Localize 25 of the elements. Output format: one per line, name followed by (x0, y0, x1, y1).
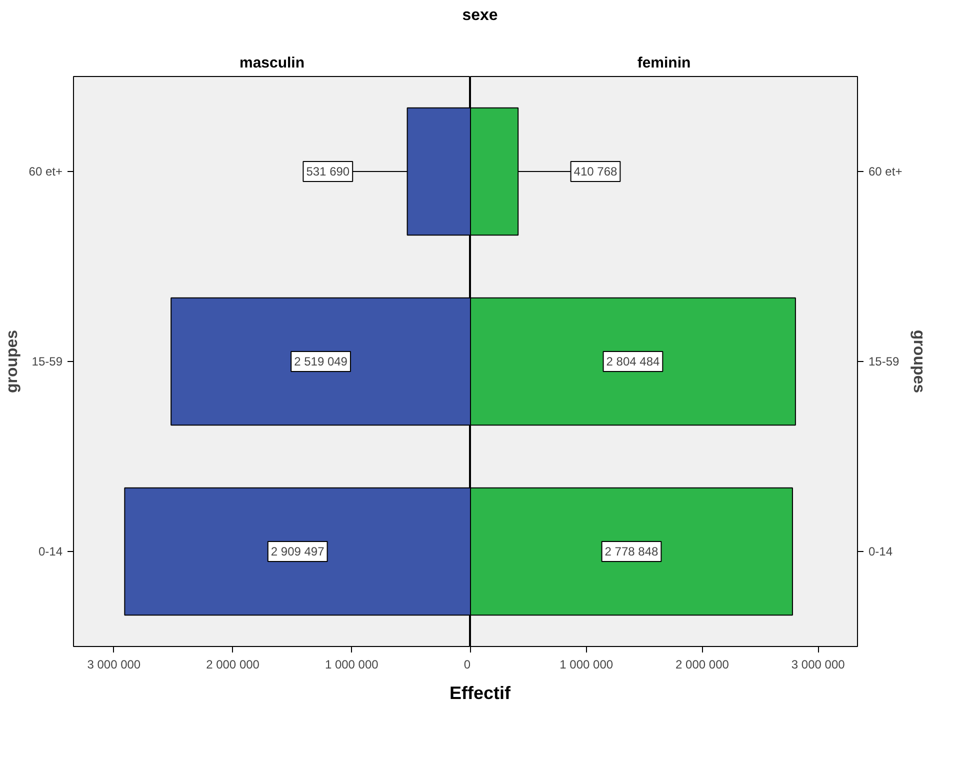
y-tick-label: 15-59 (32, 354, 63, 368)
chart-subtitle: feminin (637, 54, 691, 72)
y-tick-label: 60 et+ (868, 164, 902, 178)
x-tick-label: 3 000 000 (87, 658, 141, 672)
x-tick-label: 2 000 000 (206, 658, 260, 672)
chart-title: sexe (462, 6, 498, 26)
x-tick-label: 2 000 000 (676, 658, 730, 672)
y-tick-label: 60 et+ (28, 164, 63, 178)
x-tick-label: 3 000 000 (791, 658, 846, 672)
data-label: 531 690 (306, 164, 350, 178)
data-label: 2 778 848 (604, 544, 659, 558)
chart-subtitle: masculin (239, 54, 305, 72)
y-tick-label: 15-59 (868, 354, 900, 368)
data-label: 2 519 049 (294, 354, 348, 368)
x-tick-label: 0 (464, 658, 471, 672)
y-axis-title: groupes (910, 330, 928, 394)
x-tick-label: 1 000 000 (560, 658, 614, 672)
data-label: 2 804 484 (606, 354, 660, 368)
data-label: 2 909 497 (270, 544, 325, 558)
y-tick-label: 0-14 (38, 544, 63, 558)
y-tick-label: 0-14 (868, 544, 893, 558)
data-label: 410 768 (574, 164, 618, 178)
x-axis-title: Effectif (449, 682, 510, 705)
x-tick-label: 1 000 000 (324, 658, 379, 672)
y-axis-title: groupes (4, 330, 21, 394)
